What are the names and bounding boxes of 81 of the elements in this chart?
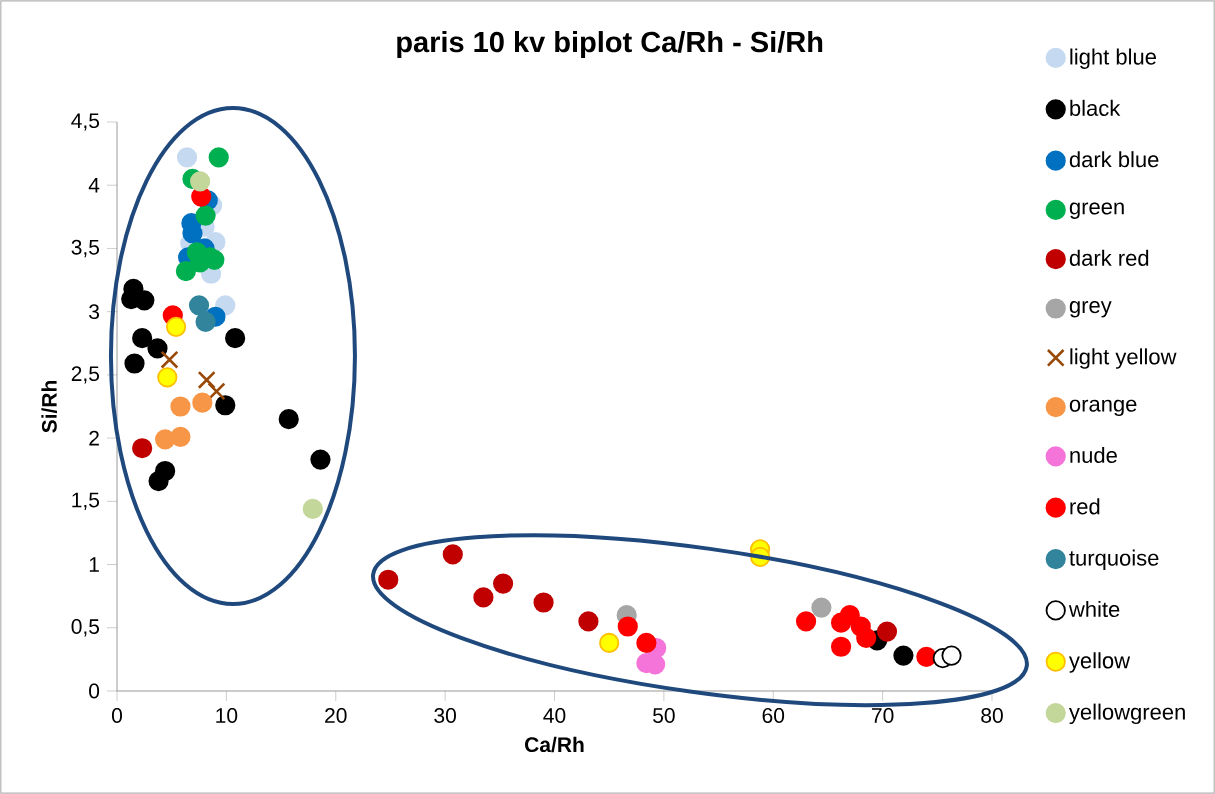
point [160,350,179,369]
point [278,409,299,430]
point [186,242,207,263]
legend-label: yellowgreen [1068,703,1185,725]
x-tick-label: 80 [981,708,1003,723]
x-axis-title: Ca/Rh [525,736,584,753]
legend-label: dark blue [1069,151,1159,168]
point [310,449,331,470]
legend-label: turquoise [1069,549,1159,571]
point [147,338,168,359]
x-tick-label: 30 [434,708,456,723]
x-tick-label: 20 [325,708,347,723]
point [302,498,323,520]
y-tick-label: 3 [89,304,100,320]
point [188,295,210,316]
y-tick-label: 0,5 [71,619,100,637]
point [170,396,191,417]
point [533,592,554,613]
legend-label: light blue [1070,48,1156,69]
y-tick-label: 0 [89,683,100,699]
y-tick-label: 1,5 [72,492,100,510]
x-tick-label: 0 [111,708,123,723]
point [134,290,155,311]
point [190,171,211,192]
y-axis-title: Si/Rh [41,380,57,433]
point [617,616,638,637]
legend-label: light yellow [1070,348,1177,369]
point [442,544,463,565]
y-tick-label: 4,5 [71,113,100,131]
legend-label: white [1068,600,1120,618]
x-tick-label: 50 [653,708,675,723]
y-tick-label: 3,5 [71,239,100,258]
y-tick-label: 2 [89,430,99,446]
point [192,392,213,413]
point [876,621,898,642]
point [493,573,514,594]
y-tick-label: 2,5 [71,366,100,384]
point [176,147,198,168]
legend-label: grey [1069,301,1112,318]
point [157,367,178,388]
point [215,395,236,416]
point [195,205,216,226]
point [207,382,226,401]
legend-label: orange [1069,399,1137,417]
x-tick-label: 70 [872,708,894,723]
x-tick-label: 40 [543,708,566,723]
point [124,353,145,374]
legend-label: yellow [1068,652,1131,673]
point [148,471,169,492]
point [636,632,657,654]
legend-label: green [1069,202,1124,219]
point [856,627,877,648]
legend-label: dark red [1069,249,1149,266]
point [916,646,937,667]
point [893,645,914,666]
point [132,328,153,349]
point [578,611,599,632]
point [132,438,153,459]
chart-title: paris 10 kv biplot Ca/Rh - Si/Rh [397,31,823,59]
y-tick-label: 4 [88,178,100,193]
x-tick-label: 10 [216,708,238,723]
point [811,597,832,618]
point [830,636,852,657]
x-tick-label: 60 [762,708,785,723]
point [170,426,191,447]
point [830,612,852,633]
point [941,645,962,666]
point [473,587,494,608]
legend-label: red [1070,498,1100,515]
y-tick-label: 1 [89,557,99,572]
legend-label: black [1070,99,1121,116]
point [795,611,817,632]
point [175,261,197,282]
point [378,569,399,590]
legend-label: nude [1070,446,1117,464]
point [599,632,620,654]
point [195,311,216,332]
point [165,316,187,337]
point [225,328,246,349]
point [197,370,216,390]
point [208,147,229,168]
